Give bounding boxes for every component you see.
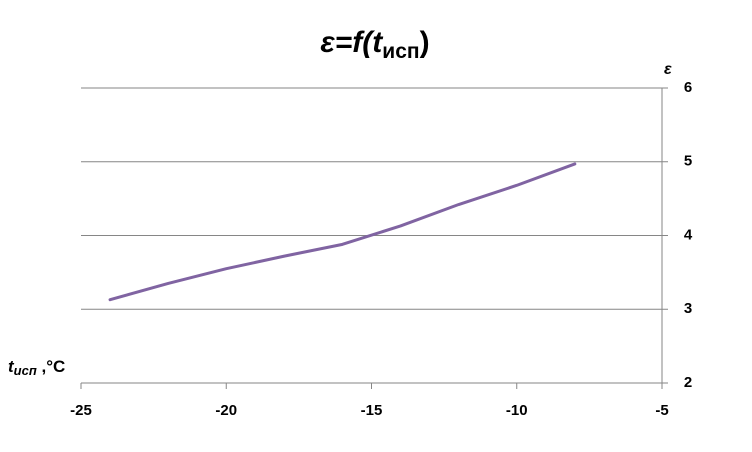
x-axis-label: tисп ,°C [8, 357, 65, 378]
title-main: ε=f(t [320, 26, 384, 59]
title-end: ) [420, 26, 430, 59]
y-tick-label: 4 [684, 226, 693, 243]
x-tick-label: -20 [215, 402, 237, 419]
x-tick-label: -5 [655, 402, 668, 419]
title-subscript: исп [382, 40, 419, 63]
chart-title: ε=f(tисп) [320, 26, 429, 63]
x-label-unit: ,°C [37, 357, 66, 376]
x-label-subscript: исп [14, 363, 37, 378]
x-tick-label: -25 [70, 402, 92, 419]
x-label-main: t [8, 357, 15, 376]
y-tick-label: 3 [684, 300, 692, 317]
x-tick-label: -15 [361, 402, 383, 419]
y-axis-label: ε [664, 61, 672, 78]
y-tick-label: 5 [684, 153, 692, 170]
x-tick-label: -10 [506, 402, 528, 419]
y-tick-label: 2 [684, 374, 692, 391]
line-series [108, 162, 577, 302]
y-tick-label: 6 [684, 79, 692, 96]
